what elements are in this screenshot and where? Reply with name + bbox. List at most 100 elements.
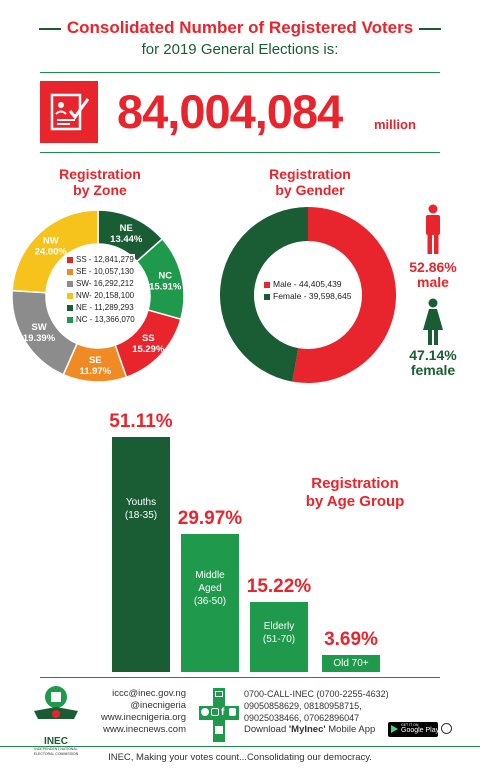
download-suffix: Mobile App xyxy=(325,724,376,735)
divider-top xyxy=(40,72,440,73)
zone-pct-sw: 19.39% xyxy=(23,333,56,344)
blackberry-icon[interactable] xyxy=(441,723,452,734)
total-unit: million xyxy=(374,117,416,132)
inec-logo-subtext: INDEPENDENT NATIONAL ELECTORAL COMMISSIO… xyxy=(28,747,84,757)
zone-label-nw: NW xyxy=(43,236,59,247)
age-bar xyxy=(112,437,170,672)
legend-label: SS - 12,841,279 xyxy=(76,255,134,264)
legend-label: SE - 10,057,130 xyxy=(76,267,134,276)
contact-phone[interactable]: 09025038466, 07062896047 xyxy=(244,713,360,723)
age-bar-pct: 51.11% xyxy=(109,411,173,432)
gender-donut-chart xyxy=(220,207,396,383)
contacts-right: 0700-CALL-INEC (0700-2255-4632) 090508586… xyxy=(244,688,404,724)
gender-title-line2: by Gender xyxy=(275,182,345,198)
age-title: Registration by Age Group xyxy=(290,475,420,511)
age-bar-label: Old 70+ xyxy=(322,657,380,670)
legend-swatch xyxy=(67,268,73,275)
instagram-icon[interactable] xyxy=(211,708,219,716)
male-word: male xyxy=(417,274,449,290)
age-bar-label: Middle Aged (36-50) xyxy=(181,569,239,608)
legend-swatch xyxy=(67,304,73,311)
zone-label-sw: SW xyxy=(31,322,46,333)
legend-swatch xyxy=(67,316,73,323)
zone-label-se: SE xyxy=(89,355,102,366)
age-bar-label-line: Aged xyxy=(198,582,222,594)
zone-slice-nw xyxy=(11,209,99,294)
contact-link[interactable]: @inecnigeria xyxy=(130,700,186,711)
contact-phone[interactable]: 09050858629, 08180958715, xyxy=(244,701,362,711)
page-title: Consolidated Number of Registered Voters xyxy=(0,18,480,38)
title-dash-left xyxy=(38,27,61,30)
legend-swatch xyxy=(67,292,73,299)
youtube-icon[interactable] xyxy=(215,726,223,734)
contact-phone[interactable]: 0700-CALL-INEC (0700-2255-4632) xyxy=(244,689,389,699)
facebook-icon[interactable]: f xyxy=(221,707,225,718)
google-play-badge[interactable]: GET IT ON Google Play xyxy=(388,722,440,737)
contact-link[interactable]: iccc@inec.gov.ng xyxy=(112,688,186,699)
store-small-text: GET IT ON xyxy=(401,723,419,727)
male-icon xyxy=(426,204,440,254)
inec-logo-icon xyxy=(34,686,78,719)
logo-sub1: INDEPENDENT NATIONAL xyxy=(34,747,78,751)
zone-title-line2: by Zone xyxy=(73,182,127,198)
zone-pct-ss: 15.29% xyxy=(132,344,165,355)
tagline: INEC, Making your votes count...Consolid… xyxy=(108,752,372,763)
ballot-icon xyxy=(40,81,98,143)
phone-icon[interactable] xyxy=(229,708,236,716)
gender-slice-female xyxy=(220,207,308,382)
age-bar-label: Youths (18-35) xyxy=(112,496,170,522)
legend-label: Female - 39,598,645 xyxy=(273,291,352,301)
twitter-icon[interactable] xyxy=(201,708,209,716)
legend-label: NC - 13,366,070 xyxy=(76,315,135,324)
title-text: Consolidated Number of Registered Voters xyxy=(66,18,414,37)
zone-label-ne: NE xyxy=(120,223,133,234)
inec-logo-text: INEC xyxy=(44,736,68,747)
download-line: Download 'MyInec' Mobile App xyxy=(244,724,394,736)
gender-legend-item: Male - 44,405,439 xyxy=(264,278,356,290)
divider-bottom xyxy=(0,746,480,747)
female-pct: 47.14% xyxy=(409,347,457,363)
legend-label: Male - 44,405,439 xyxy=(273,279,342,289)
age-bar-label-line: Elderly xyxy=(263,620,295,632)
download-app-name: 'MyInec' xyxy=(288,724,326,735)
gender-legend: Male - 44,405,439 Female - 39,598,645 xyxy=(264,278,356,302)
age-bar-pct: 29.97% xyxy=(177,508,243,530)
age-bar xyxy=(322,655,380,672)
divider-mid xyxy=(40,152,440,153)
male-pct: 52.86% xyxy=(409,259,457,275)
contact-link[interactable]: www.inecnews.com xyxy=(103,724,186,735)
male-stat: 52.86% male xyxy=(398,260,468,290)
age-bar-label-line: (51-70) xyxy=(262,633,296,645)
divider-footer xyxy=(40,677,440,678)
mail-icon[interactable] xyxy=(215,691,223,697)
zone-legend-item: NW- 20,158,100 xyxy=(67,290,135,302)
legend-swatch xyxy=(67,256,73,263)
store-big-text: Google Play xyxy=(401,727,440,734)
zone-label-ss: SS xyxy=(142,333,155,344)
age-bar-label-line: Old 70+ xyxy=(333,658,369,670)
zone-legend-item: SE - 10,057,130 xyxy=(67,266,135,278)
age-bar xyxy=(181,534,239,672)
download-prefix: Download xyxy=(244,724,289,735)
total-voters: 84,004,084 xyxy=(117,85,343,138)
gender-legend-item: Female - 39,598,645 xyxy=(264,290,356,302)
page-subtitle: for 2019 General Elections is: xyxy=(141,41,339,58)
zone-pct-nw: 24.00% xyxy=(35,247,68,258)
legend-label: NW- 20,158,100 xyxy=(76,291,135,300)
zone-title-line1: Registration xyxy=(59,166,141,182)
title-dash-right xyxy=(419,27,442,30)
zone-pct-se: 11.97% xyxy=(79,366,111,377)
age-bar-label-line: Youths xyxy=(125,496,157,508)
legend-label: NE - 11,289,293 xyxy=(76,303,134,312)
age-bar-pct: 15.22% xyxy=(246,576,312,598)
zone-legend: SS - 12,841,279 SE - 10,057,130 SW- 16,292… xyxy=(67,254,135,326)
gender-slice-male xyxy=(292,207,396,383)
age-bar xyxy=(250,602,308,672)
contact-link[interactable]: www.inecnigeria.org xyxy=(100,712,186,723)
zone-pct-ne: 13.44% xyxy=(110,234,143,245)
gender-title-line1: Registration xyxy=(269,166,351,182)
age-bar-label-line: (18-35) xyxy=(124,509,158,521)
zone-pct-nc: 15.91% xyxy=(149,282,182,293)
